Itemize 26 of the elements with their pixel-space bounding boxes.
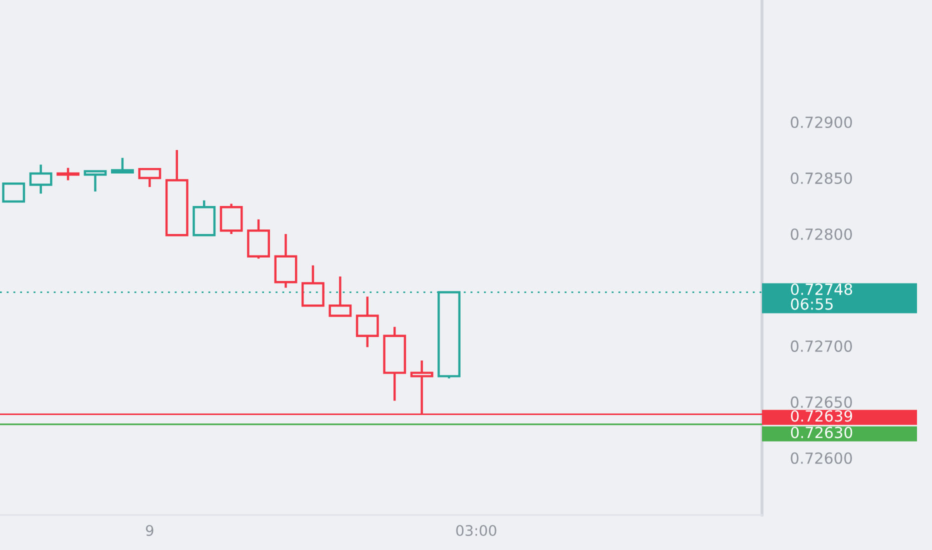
ref-line-label: 0.72748 06:55 bbox=[791, 283, 852, 310]
candlestick bbox=[84, 170, 107, 193]
ref-line-label: 0.72639 bbox=[791, 410, 852, 422]
candlestick bbox=[302, 264, 324, 307]
y-tick-label: 0.72700 bbox=[790, 340, 852, 352]
candlestick bbox=[274, 232, 298, 289]
candlestick bbox=[165, 148, 188, 238]
candlestick bbox=[138, 168, 162, 188]
candlestick bbox=[192, 199, 216, 236]
y-tick-label: 0.72600 bbox=[790, 452, 852, 464]
candlestick bbox=[356, 296, 379, 348]
candlestick bbox=[383, 326, 406, 402]
y-tick-label: 0.72650 bbox=[790, 396, 852, 408]
y-tick-label: 0.72800 bbox=[790, 228, 852, 240]
candlestick bbox=[328, 275, 352, 318]
candlestick bbox=[220, 202, 243, 236]
y-tick-label: 0.72850 bbox=[790, 172, 852, 184]
candlestick bbox=[111, 156, 134, 175]
y-tick-label: 0.72900 bbox=[790, 116, 852, 128]
ref-line-label: 0.72630 bbox=[791, 426, 852, 438]
x-tick-label: 9 bbox=[146, 524, 154, 536]
candlestick bbox=[56, 166, 80, 182]
candlestick bbox=[247, 218, 270, 260]
candlestick bbox=[29, 163, 52, 195]
candlestick bbox=[2, 182, 26, 203]
x-tick-label: 03:00 bbox=[456, 524, 496, 536]
